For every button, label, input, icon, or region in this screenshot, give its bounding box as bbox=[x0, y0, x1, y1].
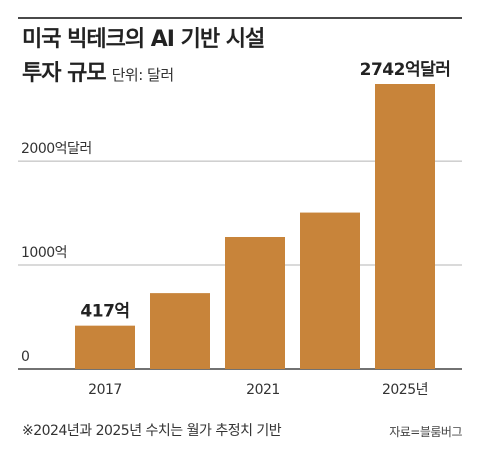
bar bbox=[375, 84, 435, 369]
bars bbox=[75, 84, 435, 369]
footnote: ※2024년과 2025년 수치는 월가 추정치 기반 bbox=[22, 423, 282, 439]
chart-title-line1: 미국 빅테크의 AI 기반 시설 bbox=[22, 27, 265, 52]
chart-title-second-line: 투자 규모 단위: 달러 bbox=[22, 63, 174, 85]
chart-title-line2: 투자 규모 bbox=[22, 61, 107, 86]
y-tick-label: 1000억 bbox=[21, 245, 67, 261]
bar-data-label: 2742억달러 bbox=[360, 59, 451, 80]
bar bbox=[225, 236, 285, 369]
data-labels: 417억 2742억달러 bbox=[80, 59, 450, 322]
source-credit: 자료=블룸버그 bbox=[389, 425, 462, 439]
bar-data-label: 417억 bbox=[80, 302, 129, 322]
x-tick-label: 2025년 bbox=[382, 382, 428, 398]
x-tick-label: 2021 bbox=[246, 382, 280, 398]
unit-label: 단위: 달러 bbox=[111, 66, 175, 84]
x-axis-ticks: 2017 2021 2025년 bbox=[88, 382, 428, 398]
y-tick-label: 0 bbox=[21, 349, 29, 365]
y-tick-label: 2000억달러 bbox=[21, 141, 92, 157]
bar bbox=[150, 293, 210, 369]
bar bbox=[75, 325, 135, 369]
bar bbox=[300, 212, 360, 369]
chart-title: 미국 빅테크의 AI 기반 시설 bbox=[22, 27, 265, 52]
x-tick-label: 2017 bbox=[88, 382, 122, 398]
top-rule bbox=[18, 17, 462, 19]
